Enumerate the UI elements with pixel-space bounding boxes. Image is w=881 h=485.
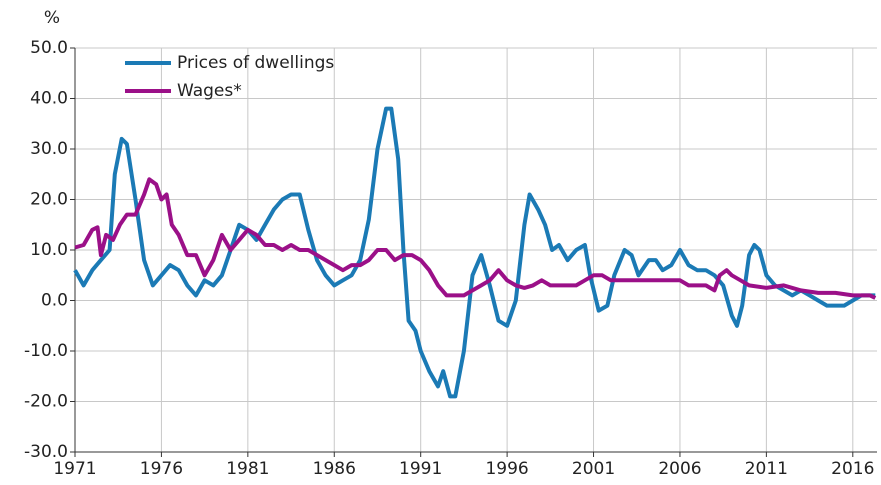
x-tick-label: 1981 bbox=[226, 459, 269, 479]
line bbox=[73, 106, 876, 399]
legend-label: Prices of dwellings bbox=[177, 53, 334, 73]
y-tick-label: 0.0 bbox=[41, 291, 68, 311]
x-tick-label: 1986 bbox=[313, 459, 356, 479]
y-tick-label: -20.0 bbox=[24, 392, 68, 412]
y-tick-label: -10.0 bbox=[24, 341, 68, 361]
x-tick-label: 1971 bbox=[53, 459, 96, 479]
y-tick-label: -30.0 bbox=[24, 442, 68, 462]
x-tick-label: 1996 bbox=[485, 459, 528, 479]
x-tick-label: 2001 bbox=[572, 459, 615, 479]
y-tick-label: 50.0 bbox=[30, 38, 68, 58]
y-tick-label: 20.0 bbox=[30, 190, 68, 210]
y-tick-label: 10.0 bbox=[30, 240, 68, 260]
line bbox=[74, 177, 877, 300]
legend-label: Wages* bbox=[177, 81, 242, 101]
x-tick-label: 2006 bbox=[658, 459, 701, 479]
x-tick-label: 1976 bbox=[140, 459, 183, 479]
x-tick-label: 1991 bbox=[399, 459, 442, 479]
x-tick-label: 2016 bbox=[831, 459, 874, 479]
y-tick-label: 30.0 bbox=[30, 139, 68, 159]
y-tick-label: 40.0 bbox=[30, 89, 68, 109]
x-tick-label: 2011 bbox=[745, 459, 788, 479]
y-axis-label: % bbox=[44, 8, 60, 28]
